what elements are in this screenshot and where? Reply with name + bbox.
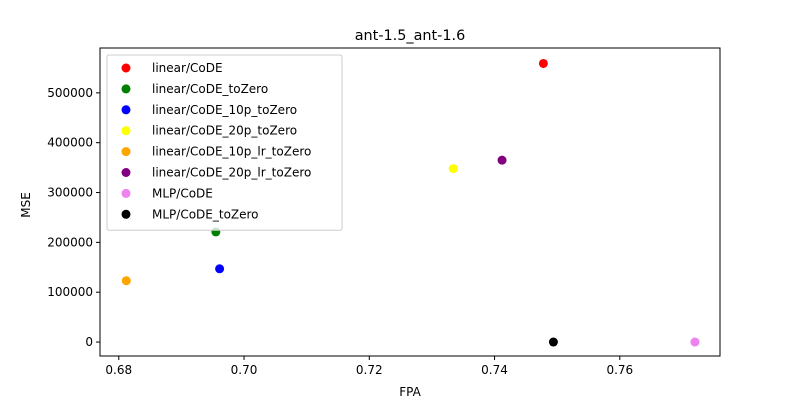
- y-tick-label: 300000: [47, 186, 93, 200]
- data-point: [690, 337, 700, 347]
- legend-label: linear/CoDE: [152, 61, 223, 75]
- legend-marker: [121, 84, 131, 94]
- data-point: [497, 155, 507, 165]
- legend-marker: [121, 147, 131, 157]
- legend-label: linear/CoDE_20p_lr_toZero: [152, 166, 311, 180]
- legend-box: [106, 54, 343, 231]
- data-point: [548, 337, 558, 347]
- legend-label: linear/CoDE_toZero: [152, 82, 268, 96]
- x-tick-label: 0.74: [481, 363, 508, 377]
- legend-label: linear/CoDE_10p_toZero: [152, 103, 297, 117]
- x-tick-label: 0.70: [231, 363, 258, 377]
- plot-area: 0.68 0.70 0.72 0.74 0.76 0 100000 200000 300000 4…: [47, 47, 721, 377]
- legend-marker: [121, 168, 131, 177]
- x-tick-label: 0.76: [606, 363, 633, 377]
- x-tick-label: 0.72: [356, 363, 383, 377]
- legend-label: MLP/CoDE_toZero: [152, 207, 259, 221]
- legend-label: linear/CoDE_20p_toZero: [152, 124, 297, 138]
- legend: linear/CoDE linear/CoDE_toZero linear/CoDE…: [106, 54, 343, 231]
- x-axis-label: FPA: [399, 385, 421, 399]
- legend-marker: [121, 209, 131, 219]
- chart-title: ant-1.5_ant-1.6: [355, 28, 466, 44]
- y-tick-label: 0: [85, 335, 93, 349]
- y-axis-label: MSE: [19, 192, 33, 218]
- data-point: [538, 58, 548, 68]
- legend-label: MLP/CoDE: [152, 186, 213, 200]
- y-tick-label: 200000: [47, 235, 93, 249]
- y-tick-label: 100000: [47, 285, 93, 299]
- legend-marker: [121, 188, 131, 198]
- legend-marker: [121, 126, 131, 136]
- plot-frame: [99, 47, 721, 357]
- data-point: [448, 164, 458, 174]
- legend-label: linear/CoDE_10p_lr_toZero: [152, 145, 311, 159]
- data-point: [215, 264, 225, 274]
- data-point: [121, 276, 131, 286]
- x-tick-label: 0.68: [105, 363, 132, 377]
- y-tick-label: 500000: [47, 86, 93, 100]
- legend-marker: [121, 63, 131, 73]
- legend-marker: [121, 105, 131, 115]
- y-tick-label: 400000: [47, 136, 93, 150]
